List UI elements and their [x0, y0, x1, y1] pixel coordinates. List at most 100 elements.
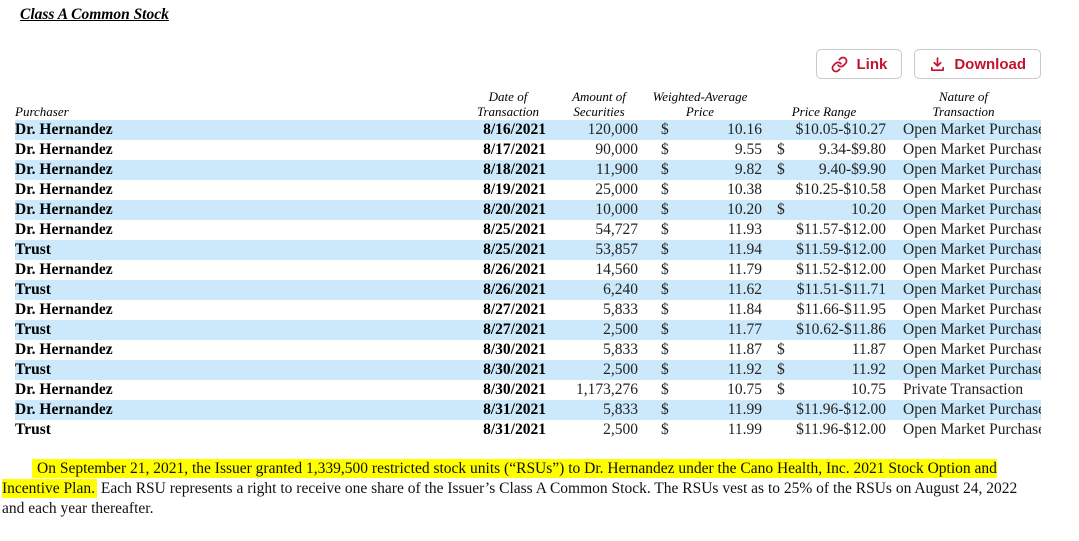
cell-price-range: $11.57-$12.00 [762, 220, 886, 240]
cell-amount-of-securities: 2,500 [603, 321, 638, 338]
cell-currency-symbol: $ [661, 261, 669, 278]
price-range-value: $11.52-$12.00 [796, 261, 886, 278]
table-row[interactable]: Dr. Hernandez 8/26/2021 14,560 $ 11.79 $… [15, 260, 1041, 280]
price-range-value: $11.66-$11.95 [796, 301, 886, 318]
table-row[interactable]: Trust 8/31/2021 2,500 $ 11.99 $11.96-$12… [15, 420, 1041, 440]
cell-transaction-date: 8/31/2021 [483, 401, 546, 418]
cell-purchaser: Dr. Hernandez [15, 161, 113, 178]
cell-currency-symbol: $ [661, 321, 669, 338]
table-row[interactable]: Dr. Hernandez 8/17/2021 90,000 $ 9.55 $ … [15, 140, 1041, 160]
cell-weighted-average-price: 11.77 [727, 321, 762, 338]
cell-amount-of-securities: 53,857 [595, 241, 638, 258]
toolbar: Link Download [816, 49, 1041, 79]
cell-purchaser: Dr. Hernandez [15, 221, 113, 238]
cell-currency-symbol: $ [661, 341, 669, 358]
cell-currency-symbol: $ [661, 301, 669, 318]
table-row[interactable]: Trust 8/25/2021 53,857 $ 11.94 $11.59-$1… [15, 240, 1041, 260]
cell-amount-of-securities: 54,727 [595, 221, 638, 238]
cell-transaction-date: 8/18/2021 [483, 161, 546, 178]
cell-purchaser: Trust [15, 421, 51, 438]
cell-purchaser: Trust [15, 281, 51, 298]
cell-price-range: $11.96-$12.00 [762, 400, 886, 420]
price-range-dollar-sign: $ [777, 161, 785, 178]
price-range-value: $10.25-$10.58 [795, 181, 886, 198]
cell-weighted-average-price: 11.99 [727, 421, 762, 438]
cell-purchaser: Trust [15, 321, 51, 338]
cell-amount-of-securities: 1,173,276 [576, 381, 638, 398]
cell-transaction-date: 8/26/2021 [483, 281, 546, 298]
footnote-paragraph: On September 21, 2021, the Issuer grante… [2, 459, 1042, 519]
table-row[interactable]: Dr. Hernandez 8/18/2021 11,900 $ 9.82 $ … [15, 160, 1041, 180]
cell-weighted-average-price: 9.82 [734, 161, 762, 178]
table-row[interactable]: Dr. Hernandez 8/25/2021 54,727 $ 11.93 $… [15, 220, 1041, 240]
cell-purchaser: Dr. Hernandez [15, 381, 113, 398]
price-range-dollar-sign: $ [777, 361, 785, 378]
cell-price-range: $ 10.75 [762, 380, 886, 400]
cell-amount-of-securities: 5,833 [603, 301, 638, 318]
cell-transaction-date: 8/30/2021 [483, 341, 546, 358]
cell-weighted-average-price: 11.87 [727, 341, 762, 358]
cell-purchaser: Dr. Hernandez [15, 301, 113, 318]
cell-nature-of-transaction: Open Market Purchase [903, 241, 1041, 258]
cell-weighted-average-price: 10.16 [727, 121, 762, 138]
price-range-value: $10.62-$11.86 [796, 321, 886, 338]
table-row[interactable]: Dr. Hernandez 8/20/2021 10,000 $ 10.20 $… [15, 200, 1041, 220]
cell-currency-symbol: $ [661, 181, 669, 198]
cell-nature-of-transaction: Private Transaction [903, 381, 1024, 398]
cell-purchaser: Dr. Hernandez [15, 341, 113, 358]
cell-amount-of-securities: 2,500 [603, 421, 638, 438]
cell-weighted-average-price: 11.62 [727, 281, 762, 298]
cell-transaction-date: 8/16/2021 [483, 121, 546, 138]
col-header-amount: Amount of Securities [572, 89, 626, 119]
price-range-dollar-sign: $ [777, 141, 785, 158]
price-range-value: 10.20 [851, 201, 886, 218]
download-button-label: Download [954, 55, 1026, 73]
table-row[interactable]: Trust 8/27/2021 2,500 $ 11.77 $10.62-$11… [15, 320, 1041, 340]
cell-currency-symbol: $ [661, 161, 669, 178]
cell-nature-of-transaction: Open Market Purchase [903, 421, 1041, 438]
table-row[interactable]: Trust 8/26/2021 6,240 $ 11.62 $11.51-$11… [15, 280, 1041, 300]
table-row[interactable]: Dr. Hernandez 8/19/2021 25,000 $ 10.38 $… [15, 180, 1041, 200]
cell-weighted-average-price: 10.75 [727, 381, 762, 398]
cell-price-range: $11.96-$12.00 [762, 420, 886, 440]
cell-price-range: $ 10.20 [762, 200, 886, 220]
cell-amount-of-securities: 2,500 [603, 361, 638, 378]
page-title: Class A Common Stock [20, 6, 169, 23]
table-row[interactable]: Dr. Hernandez 8/27/2021 5,833 $ 11.84 $1… [15, 300, 1041, 320]
cell-weighted-average-price: 11.79 [727, 261, 762, 278]
cell-nature-of-transaction: Open Market Purchase [903, 201, 1041, 218]
link-button[interactable]: Link [816, 49, 903, 79]
table-row[interactable]: Dr. Hernandez 8/30/2021 1,173,276 $ 10.7… [15, 380, 1041, 400]
col-header-nature: Nature of Transaction [932, 89, 995, 119]
cell-nature-of-transaction: Open Market Purchase [903, 361, 1041, 378]
cell-price-range: $ 11.87 [762, 340, 886, 360]
cell-weighted-average-price: 11.94 [727, 241, 762, 258]
cell-transaction-date: 8/26/2021 [483, 261, 546, 278]
transactions-table: Purchaser Date of Transaction Amount of … [15, 85, 1041, 440]
table-row[interactable]: Dr. Hernandez 8/31/2021 5,833 $ 11.99 $1… [15, 400, 1041, 420]
table-row[interactable]: Dr. Hernandez 8/16/2021 120,000 $ 10.16 … [15, 120, 1041, 140]
cell-price-range: $11.59-$12.00 [762, 240, 886, 260]
cell-currency-symbol: $ [661, 361, 669, 378]
cell-amount-of-securities: 25,000 [595, 181, 638, 198]
cell-weighted-average-price: 11.99 [727, 401, 762, 418]
table-row[interactable]: Dr. Hernandez 8/30/2021 5,833 $ 11.87 $ … [15, 340, 1041, 360]
cell-price-range: $10.05-$10.27 [762, 120, 886, 140]
cell-nature-of-transaction: Open Market Purchase [903, 321, 1041, 338]
cell-price-range: $10.25-$10.58 [762, 180, 886, 200]
cell-price-range: $ 11.92 [762, 360, 886, 380]
cell-transaction-date: 8/30/2021 [483, 361, 546, 378]
download-button[interactable]: Download [914, 49, 1041, 79]
link-button-label: Link [856, 55, 888, 73]
cell-nature-of-transaction: Open Market Purchase [903, 301, 1041, 318]
cell-currency-symbol: $ [661, 381, 669, 398]
cell-nature-of-transaction: Open Market Purchase [903, 341, 1041, 358]
col-header-purchaser: Purchaser [15, 104, 69, 119]
cell-price-range: $11.51-$11.71 [762, 280, 886, 300]
price-range-value: $10.05-$10.27 [795, 121, 886, 138]
cell-amount-of-securities: 5,833 [603, 401, 638, 418]
cell-transaction-date: 8/19/2021 [483, 181, 546, 198]
price-range-value: $11.51-$11.71 [796, 281, 886, 298]
table-row[interactable]: Trust 8/30/2021 2,500 $ 11.92 $ 11.92 Op… [15, 360, 1041, 380]
